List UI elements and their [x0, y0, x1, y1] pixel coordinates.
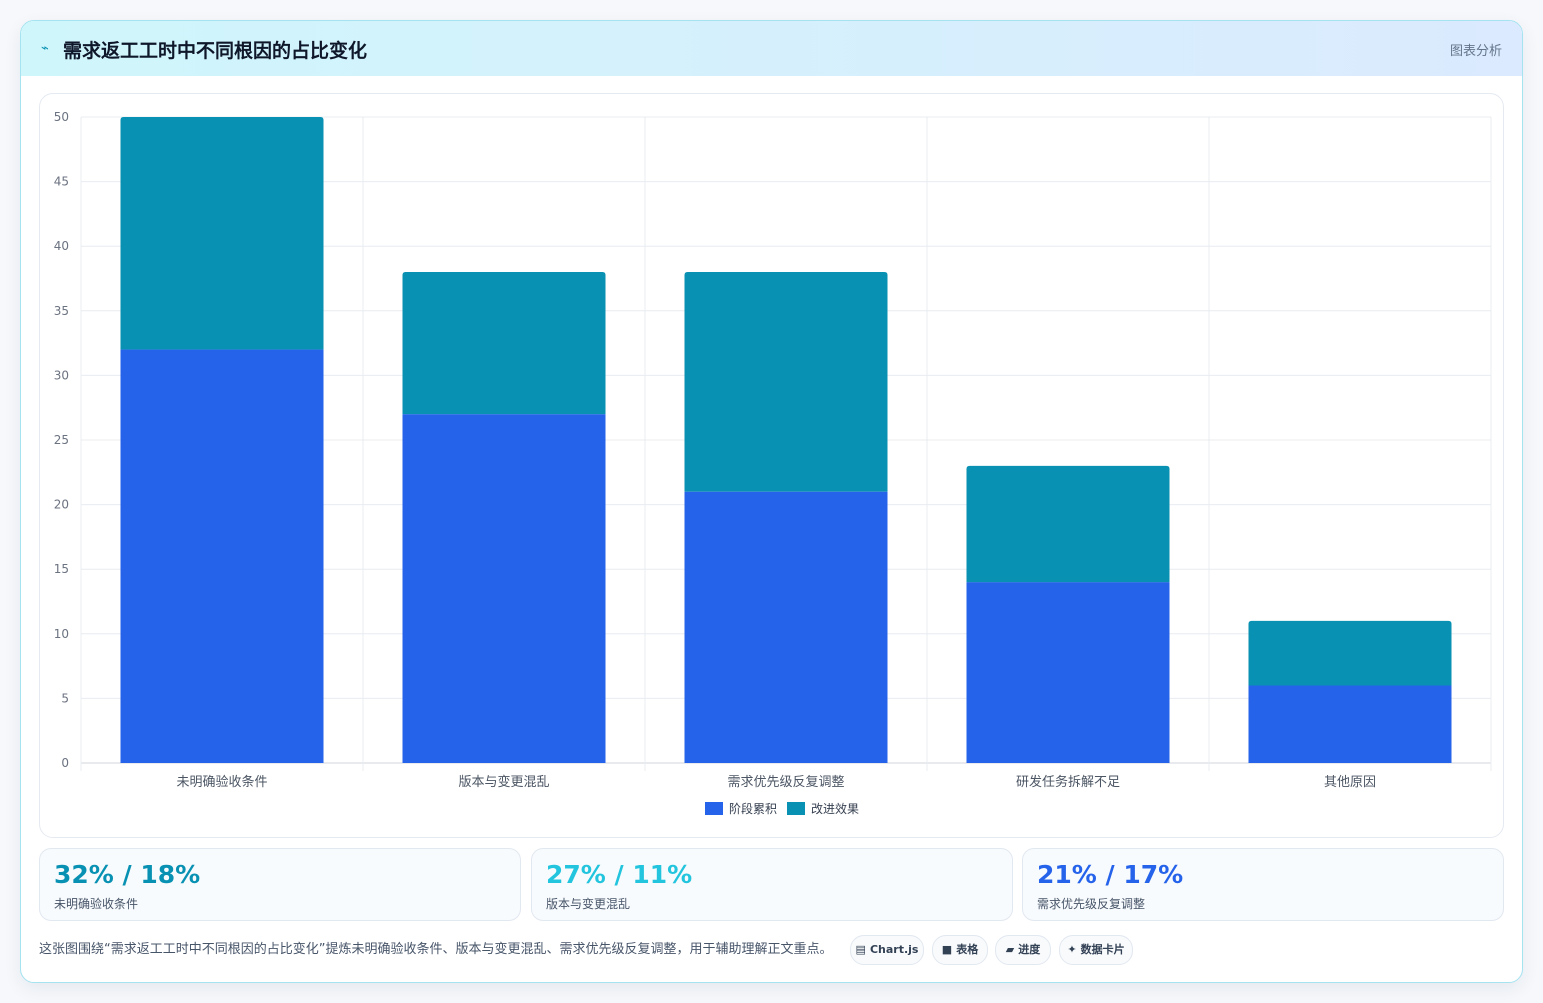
y-tick-label: 0 [61, 756, 69, 770]
stat-value: 21% / 17% [1037, 860, 1184, 889]
legend-swatch [787, 802, 805, 815]
table-pill[interactable]: ■ 表格 [932, 935, 988, 965]
stat-label: 未明确验收条件 [54, 897, 139, 911]
bar-segment [120, 349, 324, 763]
stat-label: 版本与变更混乱 [546, 897, 631, 911]
stat-card-3: 21% / 17% 需求优先级反复调整 [1022, 848, 1504, 921]
sparkle-icon: ✦ [1067, 943, 1077, 956]
bar-segment [684, 491, 888, 763]
y-tick-label: 20 [54, 498, 69, 512]
y-tick-label: 10 [54, 627, 69, 641]
chart-description: 这张图围绕“需求返工工时中不同根因的占比变化”提炼未明确验收条件、版本与变更混乱… [39, 942, 833, 957]
y-tick-label: 40 [54, 239, 69, 253]
legend-label: 改进效果 [811, 801, 859, 816]
y-tick-label: 15 [54, 562, 69, 576]
x-tick-label: 未明确验收条件 [176, 774, 267, 790]
y-tick-label: 45 [54, 175, 69, 189]
bar-segment [1248, 620, 1452, 686]
y-tick-label: 5 [61, 691, 69, 705]
stat-value: 27% / 11% [546, 860, 693, 889]
y-tick-label: 50 [54, 110, 69, 124]
x-tick-label: 版本与变更混乱 [458, 774, 549, 790]
stat-value: 32% / 18% [54, 860, 201, 889]
pill-label: Chart.js [869, 943, 919, 956]
stat-label: 需求优先级反复调整 [1037, 897, 1146, 911]
table-icon: ■ [941, 943, 953, 956]
bar-segment [966, 465, 1170, 583]
card-title: 需求返工工时中不同根因的占比变化 [63, 40, 368, 62]
pill-label: 数据卡片 [1080, 943, 1125, 956]
bar-segment [120, 117, 324, 350]
y-tick-label: 25 [54, 433, 69, 447]
stat-card-2: 27% / 11% 版本与变更混乱 [531, 848, 1013, 921]
bar-segment [966, 582, 1170, 763]
pulse-icon: ⌁ [41, 41, 49, 56]
stacked-bar-chart: 0 5 10 15 20 25 30 35 40 45 50 未明确验收条件 版本与变更混乱 需求优先级反… [54, 110, 1492, 816]
y-tick-label: 35 [54, 304, 69, 318]
chartjs-pill[interactable]: ▤ Chart.js [850, 935, 924, 965]
chart-analysis-tag: 图表分析 [1449, 44, 1502, 59]
bar-segment [684, 272, 888, 492]
bar-segment [402, 414, 606, 763]
bar-segment [402, 272, 606, 415]
legend-swatch [705, 802, 723, 815]
pill-label: 表格 [956, 943, 979, 956]
y-tick-label: 30 [54, 368, 69, 382]
chart-icon: ▤ [855, 943, 866, 956]
progress-icon: ▰ [1005, 943, 1015, 956]
card-header: ⌁ 需求返工工时中不同根因的占比变化 图表分析 [21, 21, 1522, 76]
progress-pill[interactable]: ▰ 进度 [995, 935, 1051, 965]
x-tick-label: 其他原因 [1324, 775, 1376, 790]
data-card-pill[interactable]: ✦ 数据卡片 [1059, 935, 1133, 965]
bar-segment [1248, 685, 1452, 763]
stat-card-1: 32% / 18% 未明确验收条件 [39, 848, 521, 921]
chart-panel: 0 5 10 15 20 25 30 35 40 45 50 未明确验收条件 版本与变更混乱 需求优先级反… [39, 93, 1504, 838]
chart-card: ⌁ 需求返工工时中不同根因的占比变化 图表分析 0 5 10 15 20 25 30 35 40… [20, 20, 1523, 983]
x-tick-label: 研发任务拆解不足 [1016, 774, 1120, 790]
pill-label: 进度 [1018, 943, 1041, 956]
x-tick-label: 需求优先级反复调整 [727, 775, 844, 790]
legend-label: 阶段累积 [729, 801, 777, 816]
